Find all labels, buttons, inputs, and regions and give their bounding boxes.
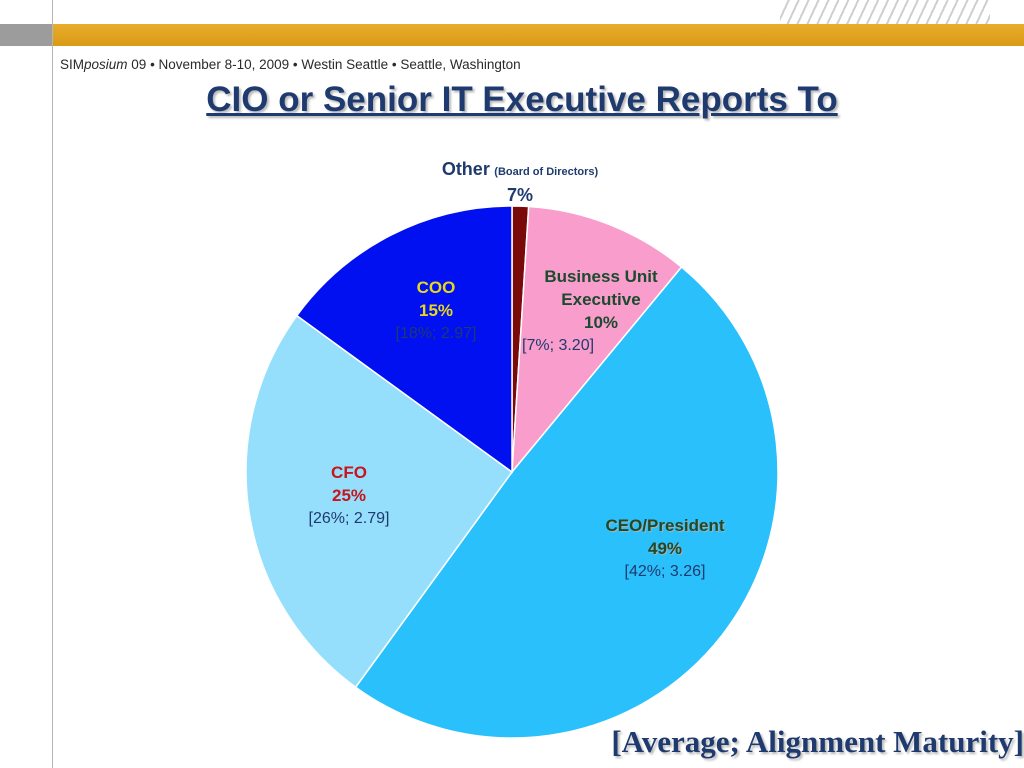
label-other-name: Other <box>441 159 490 179</box>
event-details: 09 • November 8-10, 2009 • Westin Seattl… <box>127 57 521 72</box>
left-margin-line <box>52 0 53 768</box>
label-other-sublabel: (Board of Directors) <box>494 166 599 178</box>
label-coo-percent: 15% <box>418 301 454 320</box>
decorative-stripes <box>780 0 990 24</box>
label-cfo-percent: 25% <box>331 486 367 505</box>
label-ceo: CEO/President 49% [42%; 3.26] <box>575 514 755 583</box>
label-ceo-bracket: [42%; 3.26] <box>624 563 706 580</box>
label-coo-name: COO <box>416 278 456 297</box>
header-gray-block <box>0 24 52 46</box>
header-gold-bar <box>0 24 1024 46</box>
footnote: [Average; Alignment Maturity] <box>611 724 1024 759</box>
label-cfo-name: CFO <box>331 463 367 482</box>
label-cfo: CFO 25% [26%; 2.79] <box>290 461 408 530</box>
pie-slice-business-unit-executive <box>511 205 683 475</box>
label-ceo-percent: 49% <box>647 539 683 558</box>
label-cfo-bracket: [26%; 2.79] <box>308 510 390 527</box>
label-business-unit-percent: 10% <box>583 313 619 332</box>
event-italic: posium <box>84 57 128 72</box>
label-other-percent: 7% <box>506 185 533 205</box>
label-business-unit-name-2: Executive <box>561 290 641 309</box>
label-business-unit-bracket: [7%; 3.20] <box>522 337 595 354</box>
pie-slice-coo <box>295 205 513 474</box>
pie-slice-cfo <box>245 314 514 689</box>
event-prefix: SIM <box>60 57 85 72</box>
label-business-unit-name-1: Business Unit <box>544 267 658 286</box>
event-info: SIMposium 09 • November 8-10, 2009 • Wes… <box>60 57 521 72</box>
label-coo: COO 15% [18%; 2.97] <box>377 276 495 345</box>
label-business-unit: Business Unit Executive 10% [7%; 3.20] <box>510 265 692 357</box>
label-ceo-name: CEO/President <box>605 516 725 535</box>
label-coo-bracket: [18%; 2.97] <box>395 325 477 342</box>
page-title: CIO or Senior IT Executive Reports To <box>206 80 838 119</box>
label-other: Other (Board of Directors) 7% <box>420 158 620 207</box>
pie-slice-ceo-president <box>354 265 779 739</box>
